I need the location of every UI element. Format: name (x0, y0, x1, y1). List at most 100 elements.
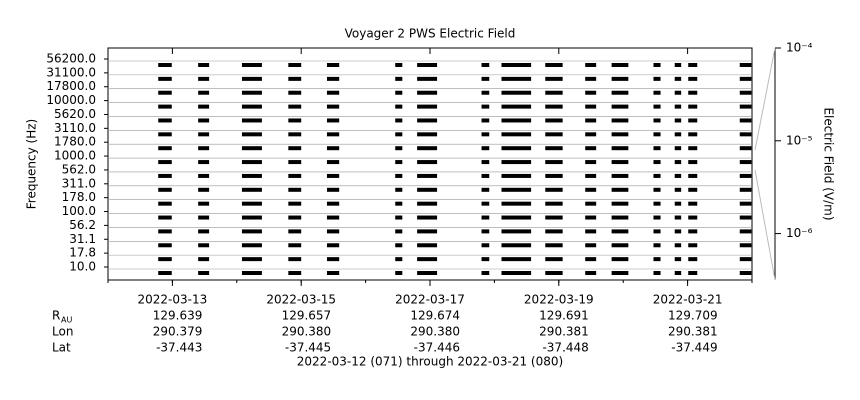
data-block (395, 76, 403, 81)
data-block (653, 118, 661, 123)
data-block (501, 63, 532, 67)
y-tick-label: 100.0 (62, 204, 96, 218)
ephemeris-value: 129.639 (153, 309, 203, 323)
data-block (481, 257, 490, 262)
data-block (545, 187, 563, 192)
y-tick-label: 1780.0 (54, 135, 96, 149)
data-block (326, 243, 340, 248)
data-block (326, 215, 340, 220)
data-block (481, 243, 490, 248)
data-block (158, 271, 172, 275)
data-block (545, 160, 563, 165)
data-block (481, 104, 490, 109)
data-block (611, 146, 629, 151)
y-axis-label: Frequency (Hz) (25, 119, 39, 210)
data-block (241, 132, 262, 137)
ephemeris-label: Lat (52, 341, 71, 355)
data-block (688, 76, 698, 81)
data-block (739, 118, 752, 123)
data-block (545, 243, 563, 248)
data-block (395, 132, 403, 137)
data-block (545, 173, 563, 178)
data-block (417, 146, 438, 151)
footer: 2022-03-12 (071) through 2022-03-21 (080… (297, 355, 563, 369)
data-block (545, 104, 563, 109)
data-block (158, 160, 172, 165)
data-block (739, 229, 752, 234)
data-block (739, 104, 752, 109)
x-tick-label: 2022-03-15 (266, 293, 336, 307)
data-block (674, 187, 682, 192)
data-block (739, 201, 752, 206)
data-block (326, 104, 340, 109)
data-block (501, 201, 532, 206)
data-block (395, 90, 403, 95)
data-block (158, 215, 172, 220)
data-block (198, 271, 210, 275)
data-block (611, 243, 629, 248)
data-block (611, 187, 629, 192)
data-block (198, 243, 210, 248)
data-block (198, 63, 210, 67)
data-block (674, 90, 682, 95)
ephemeris-value: -37.446 (414, 341, 460, 355)
data-block (395, 271, 403, 275)
data-block (288, 132, 302, 137)
data-block (198, 187, 210, 192)
data-block (674, 63, 682, 67)
y2-axis-label: Electric Field (V/m) (822, 107, 836, 220)
data-block (326, 173, 340, 178)
data-block (326, 118, 340, 123)
data-block (198, 173, 210, 178)
y2-tick-label: 10⁻⁶ (786, 226, 813, 240)
data-block (481, 160, 490, 165)
data-block (674, 76, 682, 81)
data-block (688, 173, 698, 178)
data-block (241, 201, 262, 206)
data-block (611, 173, 629, 178)
data-block (653, 229, 661, 234)
data-block (545, 90, 563, 95)
data-block (158, 118, 172, 123)
data-block (501, 76, 532, 81)
data-block (241, 229, 262, 234)
data-block (674, 271, 682, 275)
data-block (545, 215, 563, 220)
data-block (198, 229, 210, 234)
data-block (501, 160, 532, 165)
data-block (653, 173, 661, 178)
data-block (739, 173, 752, 178)
data-block (198, 90, 210, 95)
data-block (326, 229, 340, 234)
data-block (417, 104, 438, 109)
data-block (585, 201, 597, 206)
data-block (158, 104, 172, 109)
data-block (198, 160, 210, 165)
data-block (653, 146, 661, 151)
data-block (611, 271, 629, 275)
data-block (395, 257, 403, 262)
data-block (481, 146, 490, 151)
data-block (674, 257, 682, 262)
data-block (501, 173, 532, 178)
colorbar-guide (754, 47, 776, 151)
data-block (688, 271, 698, 275)
data-block (198, 118, 210, 123)
data-block (653, 271, 661, 275)
data-block (688, 187, 698, 192)
ephemeris-value: 290.380 (282, 325, 332, 339)
data-block (241, 173, 262, 178)
data-block (688, 201, 698, 206)
data-block (585, 76, 597, 81)
data-block (158, 63, 172, 67)
data-block (481, 271, 490, 275)
data-block (688, 229, 698, 234)
data-block (288, 243, 302, 248)
data-block (417, 201, 438, 206)
data-block (158, 132, 172, 137)
y-tick-label: 31100.0 (46, 65, 96, 79)
ephemeris-value: 129.709 (668, 309, 718, 323)
data-block (611, 104, 629, 109)
data-block (198, 201, 210, 206)
data-block (417, 173, 438, 178)
